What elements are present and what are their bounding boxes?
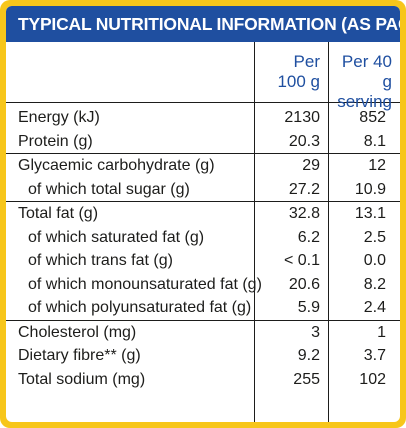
row-label: Dietary fibre** (g) bbox=[18, 347, 141, 364]
table-row-energy: Energy (kJ) 2130 852 bbox=[6, 106, 400, 130]
value-per-100g: 27.2 bbox=[288, 180, 320, 198]
table-row-dietary-fibre: Dietary fibre** (g) 9.2 3.7 bbox=[6, 344, 400, 368]
column-header-per-serving-line1: Per 40 g bbox=[341, 52, 392, 91]
value-per-serving: 2.4 bbox=[363, 299, 386, 316]
value-per-100g: 6.2 bbox=[297, 228, 320, 246]
value-per-serving: 13.1 bbox=[354, 205, 386, 222]
value-per-100g: 29 bbox=[302, 157, 320, 174]
value-per-100g: 20.6 bbox=[288, 275, 320, 293]
value-per-serving: 102 bbox=[359, 370, 386, 388]
row-label: of which trans fat (g) bbox=[28, 252, 173, 269]
value-per-serving: 3.7 bbox=[363, 347, 386, 364]
column-header-per-serving-line2: serving bbox=[337, 92, 392, 111]
column-divider bbox=[328, 103, 329, 422]
value-per-100g: 2130 bbox=[284, 109, 320, 126]
table-row-total-sodium: Total sodium (mg) 255 102 bbox=[6, 368, 400, 392]
table-row-polyunsaturated-fat: of which polyunsaturated fat (g) 5.9 2.4 bbox=[6, 296, 400, 320]
row-label: Energy (kJ) bbox=[18, 109, 100, 126]
value-per-serving: 10.9 bbox=[354, 180, 386, 198]
value-per-100g: < 0.1 bbox=[283, 252, 320, 269]
nutrition-table: TYPICAL NUTRITIONAL INFORMATION (AS PACK… bbox=[6, 6, 400, 422]
table-row-cholesterol: Cholesterol (mg) 3 1 bbox=[6, 319, 400, 345]
value-per-100g: 3 bbox=[311, 323, 320, 341]
value-per-serving: 852 bbox=[359, 109, 386, 126]
row-label: Glycaemic carbohydrate (g) bbox=[18, 157, 215, 174]
column-header-per-100g-line1: Per bbox=[293, 52, 320, 71]
row-label: of which saturated fat (g) bbox=[28, 228, 205, 246]
table-row-carbohydrate: Glycaemic carbohydrate (g) 29 12 bbox=[6, 153, 400, 178]
value-per-serving: 8.2 bbox=[363, 275, 386, 293]
table-row-monounsaturated-fat: of which monounsaturated fat (g) 20.6 8.… bbox=[6, 273, 400, 297]
column-header-per-100g-line2: 100 g bbox=[277, 72, 320, 91]
column-divider bbox=[254, 103, 255, 422]
row-label: of which monounsaturated fat (g) bbox=[28, 275, 262, 293]
value-per-100g: 255 bbox=[293, 370, 320, 388]
value-per-100g: 5.9 bbox=[297, 299, 320, 316]
value-per-serving: 12 bbox=[368, 157, 386, 174]
row-label: Protein (g) bbox=[18, 132, 93, 150]
table-body: Energy (kJ) 2130 852 Protein (g) 20.3 8.… bbox=[6, 103, 400, 422]
row-label: Cholesterol (mg) bbox=[18, 323, 137, 341]
value-per-100g: 9.2 bbox=[297, 347, 320, 364]
table-row-protein: Protein (g) 20.3 8.1 bbox=[6, 130, 400, 154]
value-per-100g: 20.3 bbox=[288, 132, 320, 150]
value-per-serving: 1 bbox=[377, 323, 386, 341]
column-header-per-serving: Per 40 g serving bbox=[328, 42, 400, 111]
table-row-total-sugar: of which total sugar (g) 27.2 10.9 bbox=[6, 178, 400, 202]
table-row-saturated-fat: of which saturated fat (g) 6.2 2.5 bbox=[6, 226, 400, 250]
column-header-per-100g: Per 100 g bbox=[254, 42, 328, 102]
table-title: TYPICAL NUTRITIONAL INFORMATION (AS PACK… bbox=[6, 6, 400, 42]
row-label: of which total sugar (g) bbox=[28, 180, 190, 198]
value-per-serving: 0.0 bbox=[363, 252, 386, 269]
value-per-serving: 8.1 bbox=[363, 132, 386, 150]
column-header-row: Per 100 g Per 40 g serving bbox=[6, 42, 400, 111]
value-per-100g: 32.8 bbox=[288, 205, 320, 222]
row-label: of which polyunsaturated fat (g) bbox=[28, 299, 252, 316]
table-row-trans-fat: of which trans fat (g) < 0.1 0.0 bbox=[6, 249, 400, 273]
value-per-serving: 2.5 bbox=[363, 228, 386, 246]
table-row-total-fat: Total fat (g) 32.8 13.1 bbox=[6, 201, 400, 226]
row-label: Total sodium (mg) bbox=[18, 370, 146, 388]
row-label: Total fat (g) bbox=[18, 205, 99, 222]
